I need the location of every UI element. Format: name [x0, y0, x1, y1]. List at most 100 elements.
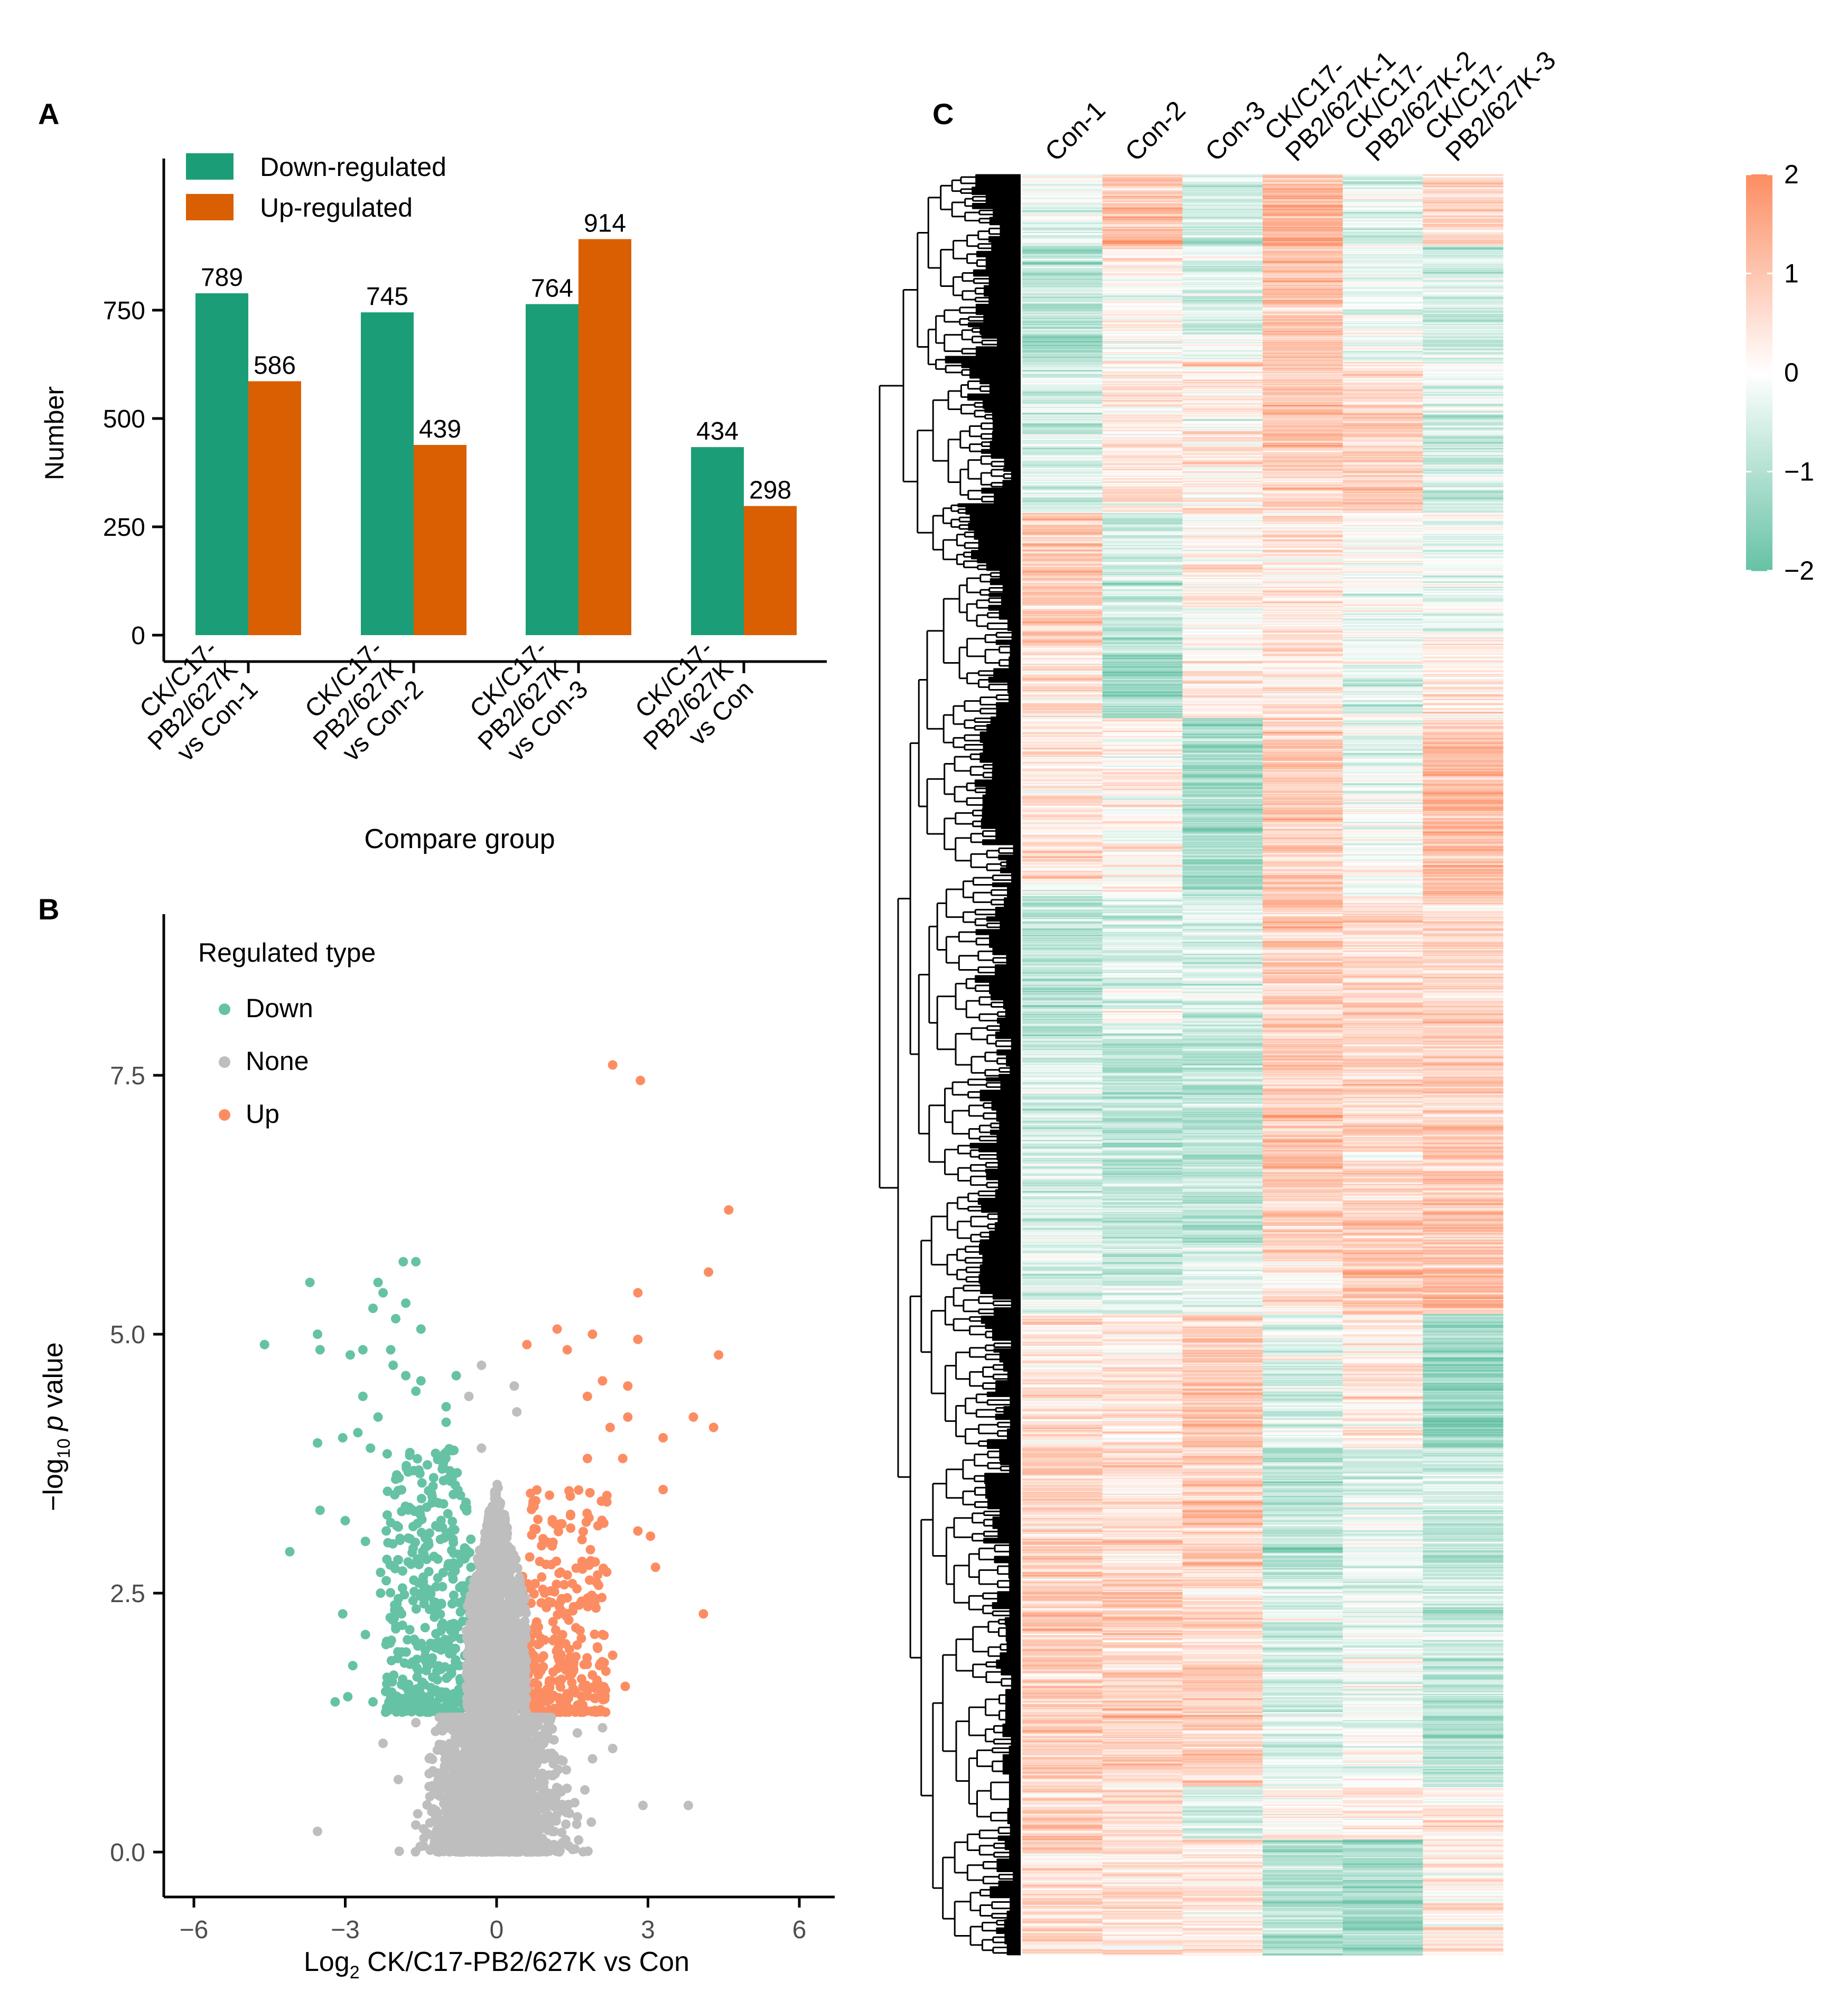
point-down: [358, 1391, 368, 1401]
point-none: [498, 1525, 508, 1534]
point-up: [565, 1491, 575, 1501]
point-up: [620, 1681, 630, 1691]
point-none: [512, 1407, 522, 1417]
bar-chart-xlabel: Compare group: [364, 824, 555, 854]
point-up: [577, 1596, 587, 1606]
point-none: [458, 1766, 468, 1777]
volcano-x-tick-label: −6: [180, 1916, 209, 1944]
point-none: [481, 1660, 491, 1670]
point-none: [507, 1564, 517, 1574]
point-up: [577, 1534, 587, 1545]
panel-c-label: C: [932, 97, 954, 131]
point-none: [439, 1799, 449, 1809]
point-none: [516, 1656, 526, 1666]
point-none: [587, 1754, 598, 1764]
point-up: [547, 1541, 557, 1551]
point-none: [434, 1713, 444, 1723]
point-none: [512, 1758, 522, 1768]
bar-down-regulated: [195, 293, 248, 635]
point-up: [688, 1412, 698, 1422]
point-up: [590, 1629, 600, 1639]
point-up: [575, 1625, 585, 1635]
point-none: [471, 1810, 481, 1820]
bar-up-regulated: [744, 506, 797, 635]
point-up: [562, 1345, 572, 1355]
bar-value-label: 764: [531, 275, 573, 303]
point-up: [698, 1609, 708, 1619]
point-none: [424, 1754, 434, 1764]
volcano-x-tick-label: 6: [792, 1916, 807, 1944]
point-up: [526, 1580, 536, 1590]
point-none: [484, 1573, 494, 1583]
point-down: [381, 1526, 391, 1536]
volcano-x-tick-label: 3: [641, 1916, 655, 1944]
volcano-y-tick-label: 7.5: [110, 1062, 145, 1090]
point-down: [414, 1465, 424, 1475]
point-up: [598, 1630, 608, 1640]
point-down: [385, 1560, 395, 1570]
point-up: [576, 1633, 586, 1643]
point-none: [561, 1819, 571, 1829]
point-none: [520, 1692, 530, 1702]
point-up: [562, 1692, 572, 1703]
panel-b: B 0.0 2.5 5.0 7.5 −6 −3 0 3 6 Regulated type Dow…: [38, 892, 835, 1983]
point-up: [577, 1564, 587, 1574]
point-none: [427, 1781, 437, 1791]
point-up: [585, 1488, 595, 1498]
point-down: [386, 1655, 396, 1666]
point-down: [360, 1630, 370, 1640]
point-none: [491, 1532, 501, 1542]
point-up: [608, 1060, 618, 1070]
bar-up-regulated: [578, 239, 631, 635]
point-none: [501, 1579, 511, 1588]
point-up: [583, 1685, 593, 1695]
point-up: [569, 1658, 578, 1668]
point-down: [382, 1679, 392, 1689]
point-down: [403, 1467, 413, 1477]
point-down: [420, 1651, 430, 1661]
point-down: [434, 1498, 444, 1508]
panel-b-label: B: [38, 892, 59, 926]
point-down: [451, 1371, 461, 1381]
bar-up-regulated: [248, 381, 301, 635]
point-none: [510, 1632, 520, 1642]
point-none: [535, 1754, 545, 1764]
point-up: [595, 1705, 605, 1715]
point-down: [313, 1438, 322, 1448]
point-down: [462, 1502, 472, 1512]
point-none: [638, 1800, 648, 1810]
point-down: [412, 1654, 422, 1664]
point-up: [529, 1678, 539, 1688]
point-none: [506, 1653, 516, 1663]
point-none: [452, 1801, 462, 1811]
point-up: [576, 1674, 586, 1684]
point-down: [413, 1454, 423, 1464]
point-none: [452, 1737, 462, 1747]
point-none: [557, 1838, 567, 1848]
point-down: [447, 1517, 458, 1527]
point-down: [423, 1661, 433, 1671]
point-none: [431, 1806, 441, 1816]
point-up: [658, 1485, 668, 1494]
point-down: [398, 1707, 408, 1717]
point-none: [545, 1716, 555, 1726]
point-up: [561, 1701, 571, 1712]
point-down: [397, 1506, 407, 1517]
point-up: [567, 1578, 577, 1588]
bar-down-regulated: [361, 312, 414, 635]
legend-entry-down: Down: [246, 993, 313, 1023]
point-none: [478, 1543, 488, 1552]
point-up: [636, 1075, 646, 1085]
point-down: [380, 1687, 390, 1697]
bar-down-regulated: [526, 304, 578, 635]
point-none: [434, 1847, 444, 1857]
point-none: [511, 1780, 521, 1790]
point-up: [582, 1653, 592, 1663]
volcano-y-tick-label: 2.5: [110, 1580, 145, 1608]
point-none: [549, 1735, 559, 1745]
point-none: [510, 1578, 520, 1588]
point-up: [590, 1694, 600, 1704]
point-down: [407, 1707, 416, 1717]
point-none: [521, 1765, 531, 1775]
